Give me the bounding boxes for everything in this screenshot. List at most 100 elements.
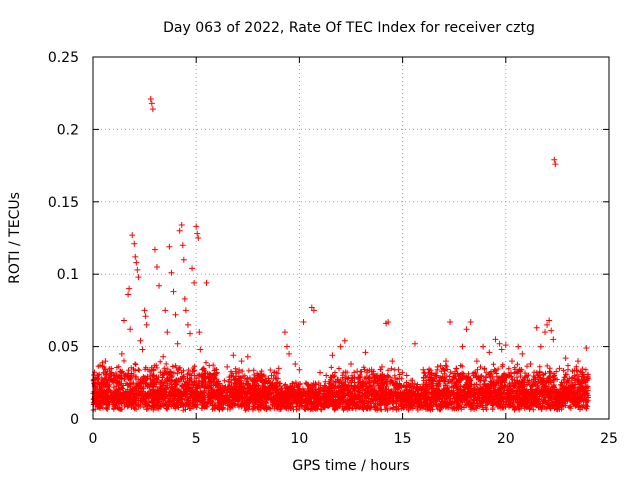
data-point xyxy=(170,288,177,295)
data-point xyxy=(224,363,231,370)
data-point xyxy=(189,265,196,272)
x-tick-label: 5 xyxy=(192,431,201,447)
data-point xyxy=(141,307,148,314)
data-point xyxy=(323,372,330,379)
y-tick-label: 0.15 xyxy=(48,195,79,211)
data-point xyxy=(265,375,272,382)
data-point xyxy=(426,369,433,376)
data-point xyxy=(442,358,449,365)
data-point xyxy=(492,336,499,343)
data-point xyxy=(498,346,505,353)
data-point xyxy=(139,346,146,353)
data-point xyxy=(496,340,503,347)
x-tick-label: 0 xyxy=(89,431,98,447)
y-tick-label: 0.2 xyxy=(57,122,79,138)
data-point xyxy=(459,343,466,350)
data-point xyxy=(310,307,317,314)
data-point xyxy=(378,363,385,370)
data-point xyxy=(132,253,139,260)
data-point xyxy=(434,363,441,370)
data-point xyxy=(568,375,575,382)
data-point xyxy=(556,365,563,372)
data-point xyxy=(348,360,354,367)
data-point xyxy=(467,318,474,325)
data-point xyxy=(575,358,582,365)
data-point xyxy=(120,317,127,324)
data-point xyxy=(552,161,559,168)
data-point xyxy=(447,318,454,325)
data-point xyxy=(337,343,344,350)
data-point xyxy=(542,329,549,336)
y-axis-label: ROTI / TECUs xyxy=(7,192,23,284)
chart-title: Day 063 of 2022, Rate Of TEC Index for r… xyxy=(163,20,535,36)
y-tick-label: 0.1 xyxy=(57,267,79,283)
data-point xyxy=(156,282,163,289)
data-point xyxy=(196,329,203,336)
data-point xyxy=(244,353,251,360)
data-point xyxy=(125,291,132,298)
data-point xyxy=(368,366,375,373)
data-point xyxy=(403,372,410,379)
data-point xyxy=(153,263,160,270)
data-point xyxy=(551,156,558,163)
data-point xyxy=(134,266,141,273)
data-point xyxy=(354,368,361,375)
data-point xyxy=(550,336,557,343)
data-point xyxy=(527,360,534,367)
data-point xyxy=(148,100,155,107)
x-tick-label: 20 xyxy=(497,431,515,447)
data-point xyxy=(149,106,156,113)
data-point xyxy=(480,343,487,350)
data-point xyxy=(395,366,402,373)
data-point xyxy=(579,369,586,376)
data-point xyxy=(362,349,369,356)
data-point xyxy=(151,246,158,253)
data-point xyxy=(255,372,262,379)
data-point xyxy=(184,321,191,328)
data-point xyxy=(453,365,460,372)
data-point xyxy=(94,375,101,382)
data-point xyxy=(194,230,201,237)
data-point xyxy=(463,326,470,333)
data-point xyxy=(193,223,200,230)
data-point xyxy=(102,358,109,365)
data-point xyxy=(129,232,136,239)
data-point xyxy=(182,307,189,314)
data-point xyxy=(187,330,194,337)
data-point xyxy=(181,295,188,302)
data-point xyxy=(281,329,288,336)
data-point xyxy=(519,350,526,357)
data-point xyxy=(275,365,282,372)
data-point xyxy=(147,95,154,102)
data-point xyxy=(191,279,198,286)
data-point xyxy=(137,337,144,344)
data-point xyxy=(203,279,210,286)
data-point xyxy=(195,235,202,241)
y-tick-label: 0.05 xyxy=(48,340,79,356)
data-point xyxy=(583,345,590,352)
data-point xyxy=(548,327,555,334)
data-point xyxy=(164,329,171,336)
axis-ticks: 0 5 10 15 20 25 0 0.05 0.1 0.15 0.2 0.25 xyxy=(48,50,618,447)
point-cloud-marks xyxy=(90,358,591,413)
data-point xyxy=(508,358,515,365)
data-point xyxy=(213,369,220,376)
data-point xyxy=(230,352,237,359)
x-tick-label: 15 xyxy=(394,431,412,447)
data-point xyxy=(292,360,299,367)
x-axis-label: GPS time / hours xyxy=(292,458,409,474)
data-point xyxy=(420,366,427,373)
data-point xyxy=(168,269,175,276)
data-point xyxy=(180,256,187,263)
data-point xyxy=(341,337,348,344)
data-point xyxy=(176,227,183,234)
data-point xyxy=(197,346,204,353)
x-tick-label: 25 xyxy=(600,431,618,447)
data-point xyxy=(172,311,179,318)
data-point xyxy=(389,358,396,365)
data-point xyxy=(317,369,324,376)
data-point xyxy=(135,274,142,281)
data-point xyxy=(110,372,117,379)
